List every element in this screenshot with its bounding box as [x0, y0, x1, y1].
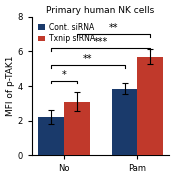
- Text: **: **: [83, 54, 92, 64]
- Text: *: *: [61, 70, 66, 80]
- Bar: [64, 102, 90, 155]
- Title: Primary human NK cells: Primary human NK cells: [47, 6, 155, 14]
- Bar: [112, 89, 137, 155]
- Y-axis label: MFI of p-TAK1: MFI of p-TAK1: [6, 56, 15, 116]
- Bar: [137, 57, 163, 155]
- Text: ***: ***: [93, 37, 108, 47]
- Bar: [38, 117, 64, 155]
- Text: **: **: [109, 23, 118, 33]
- Legend: Cont. siRNA, Txnip siRNA: Cont. siRNA, Txnip siRNA: [36, 21, 97, 45]
